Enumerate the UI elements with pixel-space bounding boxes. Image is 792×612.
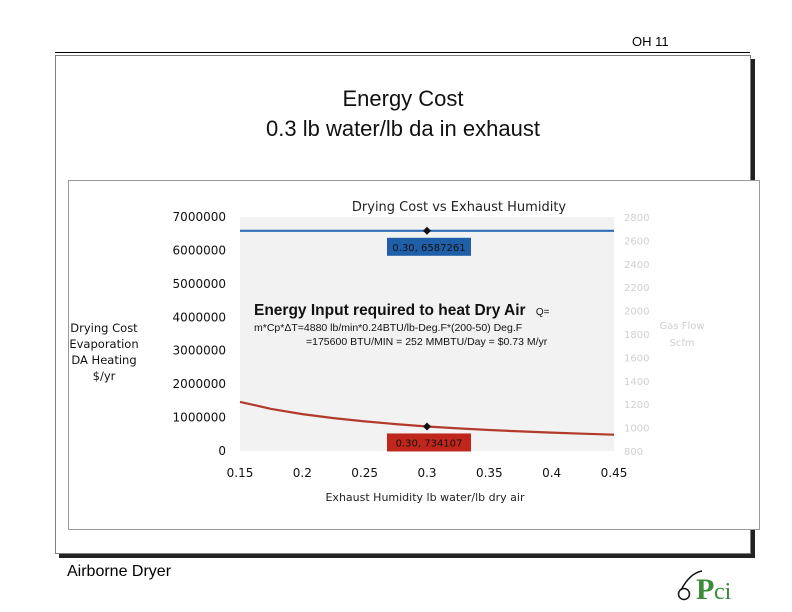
y2-axis-label-line: Scfm — [669, 338, 694, 349]
y-tick-label: 0 — [218, 444, 226, 458]
data-label-box-1 — [387, 237, 471, 256]
y2-axis-ticks: 800 1000 1200 1400 1600 1800 2000 2200 2400 2600 2… — [624, 213, 649, 458]
annotation-title-tail: Q= — [536, 307, 550, 318]
svg-text:ci: ci — [714, 579, 732, 605]
chart-title: Drying Cost vs Exhaust Humidity — [352, 200, 567, 215]
x-tick-label: 0.4 — [542, 466, 561, 480]
y2-tick-label: 2600 — [624, 236, 649, 247]
y2-tick-label: 2000 — [624, 307, 649, 318]
svg-text:Energy Input required to heat: Energy Input required to heat Dry Air Q= — [254, 302, 550, 319]
y-axis-ticks: 0 1000000 2000000 3000000 4000000 5000000 6000… — [173, 210, 226, 458]
data-label-1: 0.30, 6587261 — [392, 243, 465, 254]
y-axis-label-line: Drying Cost — [70, 321, 138, 335]
data-marker-2 — [423, 422, 431, 431]
y2-tick-label: 800 — [624, 447, 643, 458]
y-tick-label: 4000000 — [173, 310, 226, 324]
slide-title: Energy Cost — [342, 86, 464, 111]
y-axis-label-line: $/yr — [93, 369, 116, 383]
x-tick-label: 0.3 — [417, 466, 436, 480]
footer-label: Airborne Dryer — [67, 563, 172, 580]
y-tick-label: 3000000 — [173, 344, 226, 358]
annotation-line2: =175600 BTU/MIN = 252 MMBTU/Day = $0.73 … — [306, 336, 548, 348]
y2-tick-label: 1000 — [624, 424, 649, 435]
y-tick-label: 5000000 — [173, 277, 226, 291]
y-axis-label-line: DA Heating — [71, 353, 136, 367]
y2-tick-label: 1600 — [624, 353, 649, 364]
x-tick-label: 0.15 — [227, 466, 254, 480]
x-axis-label: Exhaust Humidity lb water/lb dry air — [325, 491, 524, 504]
y2-tick-label: 1800 — [624, 330, 649, 341]
y-tick-label: 2000000 — [173, 377, 226, 391]
energy-annotation: Energy Input required to heat Dry Air Q=… — [254, 302, 550, 348]
y-tick-label: 1000000 — [173, 411, 226, 425]
x-tick-label: 0.35 — [476, 466, 503, 480]
y-axis-label: Drying Cost Evaporation DA Heating $/yr — [69, 321, 138, 383]
x-tick-label: 0.45 — [601, 466, 628, 480]
marker-group: 0.30, 6587261 0.30, 734107 — [387, 226, 471, 452]
annotation-title: Energy Input required to heat Dry Air — [254, 302, 526, 319]
y2-axis-label-line: Gas Flow — [659, 321, 704, 332]
data-label-box-2 — [387, 433, 471, 452]
svg-text:P: P — [696, 573, 714, 605]
slide-subtitle: 0.3 lb water/lb da in exhaust — [266, 116, 540, 141]
y2-tick-label: 2800 — [624, 213, 649, 224]
x-axis-ticks: 0.15 0.2 0.25 0.3 0.35 0.4 0.45 — [227, 466, 628, 480]
pci-logo-icon: P ci — [677, 570, 732, 605]
annotation-line1: m*Cp*ΔT=4880 lb/min*0.24BTU/lb-Deg.F*(20… — [254, 322, 522, 334]
chart-container: Drying Cost vs Exhaust Humidity Exhaust … — [68, 180, 760, 530]
page-number: OH 11 — [632, 34, 669, 49]
data-marker-1 — [423, 226, 431, 235]
data-label-2: 0.30, 734107 — [396, 438, 463, 449]
x-tick-label: 0.2 — [293, 466, 312, 480]
plot-area — [240, 217, 614, 451]
x-tick-label: 0.25 — [351, 466, 378, 480]
drying-cost-chart: Drying Cost vs Exhaust Humidity Exhaust … — [68, 180, 760, 530]
y-tick-label: 7000000 — [173, 210, 226, 224]
y2-axis-label: Gas Flow Scfm — [659, 321, 704, 349]
y-tick-label: 6000000 — [173, 243, 226, 257]
y2-tick-label: 2400 — [624, 260, 649, 271]
y-axis-label-line: Evaporation — [69, 337, 138, 351]
y2-tick-label: 1400 — [624, 377, 649, 388]
y2-tick-label: 1200 — [624, 400, 649, 411]
header-rule — [55, 52, 750, 53]
y2-tick-label: 2200 — [624, 283, 649, 294]
